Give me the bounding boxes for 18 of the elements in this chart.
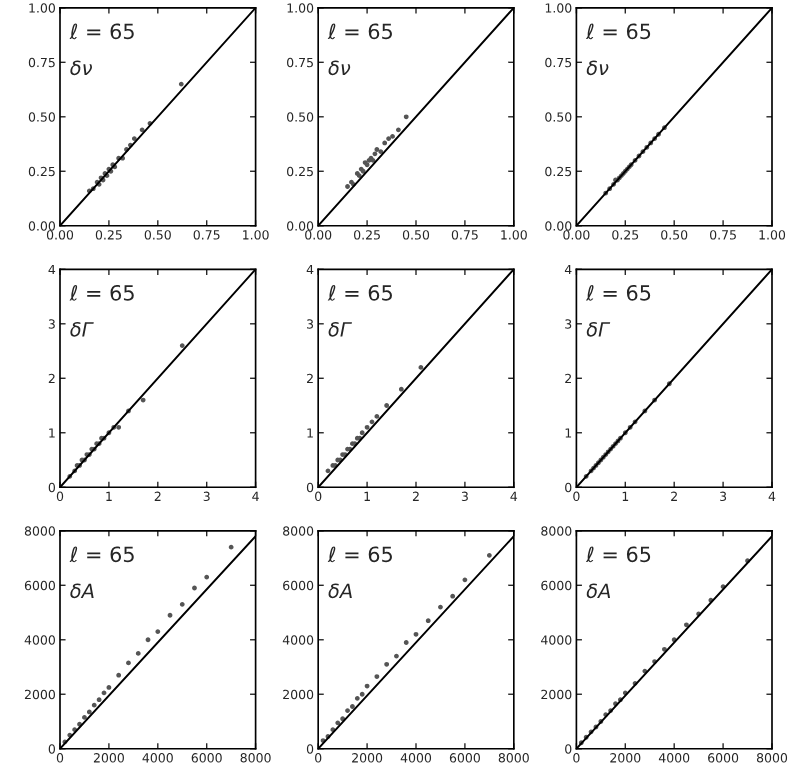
annotation: ℓ = 65 [327, 284, 392, 301]
annotation: δΓ [70, 321, 94, 337]
annotation: ℓ = 65 [585, 23, 651, 40]
annotation: ℓ = 65 [69, 23, 134, 40]
annotation: δΓ [328, 321, 352, 337]
annotation: δν [586, 60, 609, 76]
annotation: ℓ = 65 [69, 284, 134, 301]
annotation: δA [328, 583, 352, 599]
annotation: ℓ = 65 [327, 23, 392, 40]
annotation: δΓ [586, 321, 611, 337]
annotation: ℓ = 65 [585, 546, 651, 563]
annotation: ℓ = 65 [327, 546, 392, 563]
annotation: δν [328, 60, 351, 76]
annotation: ℓ = 65 [69, 546, 134, 563]
annotation: δA [70, 583, 94, 599]
annotation: δν [70, 60, 92, 76]
annotation: ℓ = 65 [585, 284, 651, 301]
annotation: δA [586, 583, 611, 599]
